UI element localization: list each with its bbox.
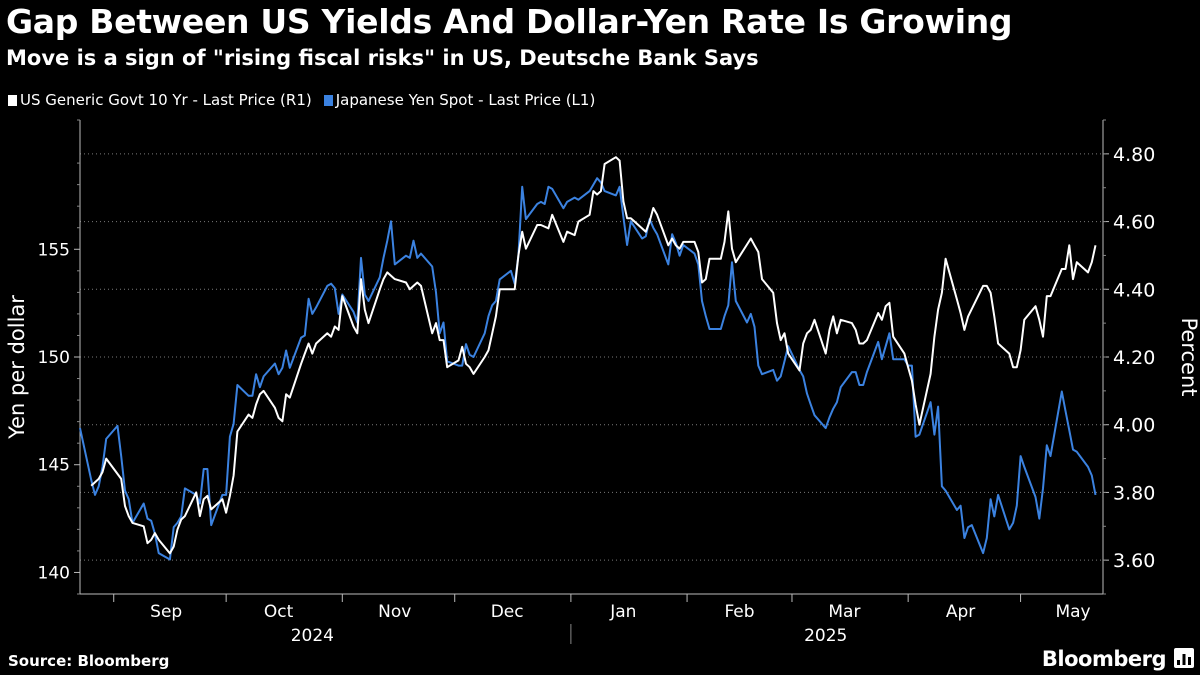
legend: US Generic Govt 10 Yr - Last Price (R1) … xyxy=(8,91,607,109)
legend-label-us10y: US Generic Govt 10 Yr - Last Price (R1) xyxy=(20,91,312,109)
legend-item-jpy: Japanese Yen Spot - Last Price (L1) xyxy=(323,91,596,109)
right-axis-tick-label: 4.40 xyxy=(1113,279,1155,301)
right-axis-tick-label: 3.80 xyxy=(1113,482,1155,504)
chart-title: Gap Between US Yields And Dollar-Yen Rat… xyxy=(6,2,1013,41)
legend-label-jpy: Japanese Yen Spot - Last Price (L1) xyxy=(335,91,596,109)
x-axis-month-label: Feb xyxy=(724,602,754,622)
x-axis-month-label: Apr xyxy=(946,602,975,622)
chart-subtitle: Move is a sign of "rising fiscal risks" … xyxy=(6,46,759,70)
right-axis-tick-label: 4.00 xyxy=(1113,415,1155,437)
legend-swatch-us10y xyxy=(8,94,17,106)
left-axis-label: Yen per dollar xyxy=(5,295,29,440)
x-axis-month-label: Nov xyxy=(378,602,411,622)
x-axis-month-label: Jan xyxy=(609,602,636,622)
x-axis-month-label: Sep xyxy=(150,602,182,622)
x-axis-month-label: May xyxy=(1055,602,1090,622)
left-axis-tick-label: 150 xyxy=(38,348,70,368)
right-axis-tick-label: 4.60 xyxy=(1113,212,1155,234)
x-axis-month-label: Dec xyxy=(491,602,524,622)
x-axis-month-label: Mar xyxy=(828,602,860,622)
legend-item-us10y: US Generic Govt 10 Yr - Last Price (R1) xyxy=(8,91,312,109)
left-axis-tick-label: 145 xyxy=(38,456,70,476)
legend-swatch-jpy xyxy=(323,94,333,106)
right-axis-label: Percent xyxy=(1177,317,1200,396)
x-axis-month-label: Oct xyxy=(264,602,294,622)
series-line-jpy xyxy=(79,177,1097,561)
series-line-us10y xyxy=(90,156,1097,555)
x-axis-year-label: 2025 xyxy=(804,626,847,646)
right-axis-tick-label: 4.80 xyxy=(1113,144,1155,166)
right-axis-tick-label: 4.20 xyxy=(1113,347,1155,369)
brand-logo-text: Bloomberg xyxy=(1041,647,1167,671)
x-axis-year-label: 2024 xyxy=(291,626,334,646)
source-note: Source: Bloomberg xyxy=(8,652,170,670)
left-axis-tick-label: 140 xyxy=(38,563,70,583)
right-axis-tick-label: 3.60 xyxy=(1113,550,1155,572)
left-axis-tick-label: 155 xyxy=(38,240,70,260)
bloomberg-chart-icon xyxy=(1174,648,1194,668)
